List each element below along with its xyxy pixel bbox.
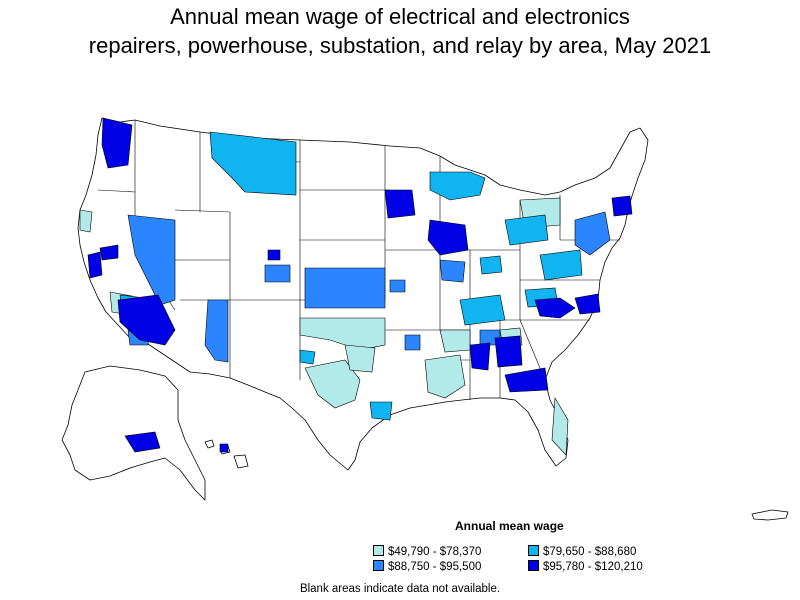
legend-swatch-tier-1	[373, 545, 384, 556]
map-title-line-2: repairers, powerhouse, substation, and r…	[88, 33, 712, 58]
legend-swatch-tier-3	[373, 560, 384, 571]
legend-item-tier-3: $88,750 - $95,500	[373, 560, 481, 574]
legend-swatch-tier-2	[528, 545, 539, 556]
wage-tier-2-areas	[119, 131, 583, 421]
blank-areas-note: Blank areas indicate data not available.	[299, 583, 501, 595]
legend-swatch-tier-4	[528, 560, 539, 571]
legend-title: Annual mean wage	[455, 519, 564, 533]
legend-item-tier-1: $49,790 - $78,370	[373, 545, 481, 559]
legend-label-tier-2: $79,650 - $88,680	[543, 546, 637, 558]
legend-label-tier-1: $49,790 - $78,370	[388, 546, 482, 558]
wage-tier-4-areas	[87, 117, 633, 453]
map-title: Annual mean wage of electrical and elect…	[0, 2, 800, 60]
wage-tier-1-areas	[79, 175, 569, 456]
legend-item-tier-4: $95,780 - $120,210	[528, 560, 643, 574]
hawaii-island-3	[233, 454, 249, 469]
legend-label-tier-4: $95,780 - $120,210	[543, 561, 643, 573]
legend-item-tier-2: $79,650 - $88,680	[528, 545, 636, 559]
hawaii-island-1	[204, 439, 215, 449]
wage-tier-3-areas	[127, 211, 611, 363]
alaska-outline	[61, 365, 206, 501]
map-title-line-1: Annual mean wage of electrical and elect…	[170, 4, 630, 29]
puerto-rico	[751, 509, 789, 521]
legend-label-tier-3: $88,750 - $95,500	[388, 561, 482, 573]
